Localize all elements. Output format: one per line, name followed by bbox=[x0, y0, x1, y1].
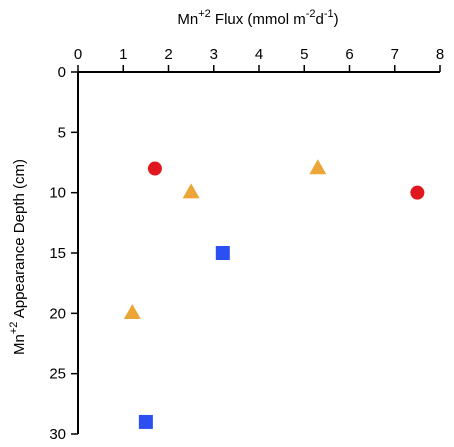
y-tick-label: 30 bbox=[49, 426, 66, 443]
y-axis-title-base: Mn bbox=[11, 334, 28, 355]
x-axis-title-sup1: +2 bbox=[198, 8, 211, 20]
marks-layer bbox=[123, 159, 425, 429]
ticks-layer: 0 1 2 3 4 5 6 7 8 0 5 10 15 20 25 30 bbox=[49, 46, 444, 443]
data-point-circle bbox=[147, 161, 162, 176]
data-point-triangle bbox=[309, 159, 327, 175]
y-tick-label: 5 bbox=[58, 124, 66, 141]
axes-layer bbox=[77, 71, 440, 434]
y-axis-title-sup: +2 bbox=[8, 322, 20, 335]
y-axis-title: Mn+2 Appearance Depth (cm) bbox=[8, 159, 28, 355]
y-tick-label: 0 bbox=[58, 64, 66, 81]
x-axis-title-mid: Flux (mmol m bbox=[211, 11, 306, 28]
x-tick-label: 1 bbox=[119, 46, 127, 63]
x-tick-label: 4 bbox=[255, 46, 263, 63]
y-axis-title-end: Appearance Depth (cm) bbox=[11, 159, 28, 322]
x-axis-title: Mn+2 Flux (mmol m-2d-1) bbox=[177, 8, 338, 28]
data-point-square bbox=[215, 246, 230, 260]
x-tick-label: 5 bbox=[300, 46, 308, 63]
x-tick-label: 6 bbox=[345, 46, 353, 63]
x-tick-label: 7 bbox=[391, 46, 399, 63]
x-axis-title-mid2: d bbox=[316, 11, 324, 28]
x-axis-title-base: Mn bbox=[177, 11, 198, 28]
x-axis-title-sup2: -2 bbox=[306, 8, 316, 20]
y-tick-label: 15 bbox=[49, 245, 66, 262]
y-tick-label: 20 bbox=[49, 305, 66, 322]
y-tick-label: 10 bbox=[49, 185, 66, 202]
x-tick-label: 0 bbox=[74, 46, 82, 63]
x-tick-label: 8 bbox=[436, 46, 444, 63]
x-axis-title-sup3: -1 bbox=[324, 8, 334, 20]
data-point-circle bbox=[410, 185, 425, 200]
x-tick-label: 2 bbox=[164, 46, 172, 63]
x-axis-title-end: ) bbox=[334, 11, 339, 28]
data-point-triangle bbox=[123, 304, 141, 320]
data-point-square bbox=[138, 414, 153, 429]
y-tick-label: 25 bbox=[49, 366, 66, 383]
data-point-triangle bbox=[182, 183, 200, 199]
x-tick-label: 3 bbox=[210, 46, 218, 63]
